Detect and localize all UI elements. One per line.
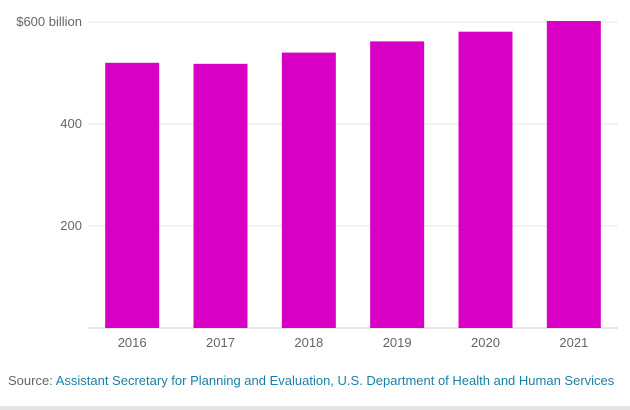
y-tick-label: 400 [60, 116, 82, 131]
y-tick-label: 200 [60, 218, 82, 233]
bar [281, 52, 336, 328]
x-tick-label: 2017 [206, 335, 235, 350]
bar [458, 31, 513, 328]
x-tick-label: 2020 [471, 335, 500, 350]
x-tick-label: 2018 [294, 335, 323, 350]
bar [193, 63, 248, 328]
bar [370, 41, 425, 328]
source-link[interactable]: Assistant Secretary for Planning and Eva… [55, 373, 615, 388]
source-note: Source: Assistant Secretary for Planning… [8, 372, 618, 389]
bar [546, 20, 601, 328]
x-tick-label: 2016 [118, 335, 147, 350]
bottom-divider [0, 406, 630, 410]
x-tick-label: 2021 [559, 335, 588, 350]
y-tick-label: $600 billion [16, 14, 82, 29]
source-prefix: Source: [8, 373, 56, 388]
bar [105, 62, 160, 329]
bar-chart: $600 billion 400 200 2016 2017 2018 2019 2020 20… [16, 14, 618, 350]
x-tick-label: 2019 [383, 335, 412, 350]
